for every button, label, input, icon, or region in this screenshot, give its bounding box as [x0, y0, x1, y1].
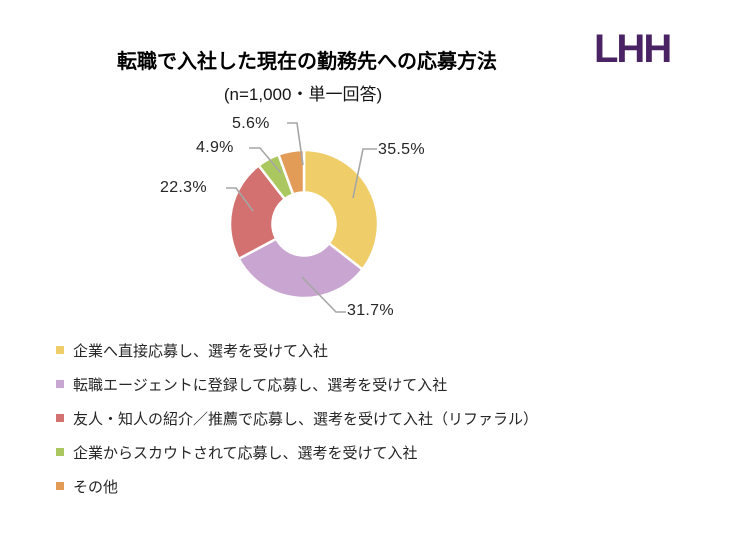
legend: 企業へ直接応募し、選考を受けて入社転職エージェントに登録して応募し、選考を受けて…: [56, 333, 538, 503]
donut-segment-1: [237, 237, 364, 300]
legend-swatch-2: [56, 414, 64, 422]
legend-item-1: 転職エージェントに登録して応募し、選考を受けて入社: [56, 367, 538, 401]
donut-segment-0: [302, 148, 380, 271]
legend-label-4: その他: [73, 478, 119, 496]
donut-segment-4: [277, 148, 306, 196]
legend-label-1: 転職エージェントに登録して応募し、選考を受けて入社: [73, 376, 448, 394]
data-label-scout: 4.9%: [196, 139, 234, 156]
leader-line-3: [249, 147, 282, 174]
leader-line-0: [352, 148, 377, 199]
data-label-agent: 31.7%: [347, 302, 394, 319]
legend-swatch-3: [56, 448, 64, 456]
chart-title: 転職で入社した現在の勤務先への応募方法: [117, 51, 497, 73]
legend-swatch-1: [56, 380, 64, 388]
legend-item-2: 友人・知人の紹介／推薦で応募し、選考を受けて入社（リファラル）: [56, 401, 538, 435]
leader-line-1: [301, 276, 346, 313]
legend-swatch-4: [56, 482, 64, 490]
donut-segment-2: [228, 164, 286, 261]
data-label-direct-apply: 35.5%: [378, 141, 425, 158]
legend-item-4: その他: [56, 469, 538, 503]
chart-subtitle: (n=1,000・単一回答): [223, 85, 383, 104]
lhh-logo: LHH: [594, 27, 672, 71]
legend-label-3: 企業からスカウトされて応募し、選考を受けて入社: [73, 444, 418, 462]
legend-label-2: 友人・知人の紹介／推薦で応募し、選考を受けて入社（リファラル）: [73, 410, 539, 428]
legend-label-0: 企業へ直接応募し、選考を受けて入社: [73, 342, 329, 360]
legend-item-0: 企業へ直接応募し、選考を受けて入社: [56, 333, 538, 367]
data-label-other: 5.6%: [232, 115, 270, 132]
legend-item-3: 企業からスカウトされて応募し、選考を受けて入社: [56, 435, 538, 469]
leader-line-4: [287, 122, 304, 166]
leader-line-2: [226, 187, 254, 212]
legend-swatch-0: [56, 346, 64, 354]
data-label-referral: 22.3%: [160, 179, 207, 196]
